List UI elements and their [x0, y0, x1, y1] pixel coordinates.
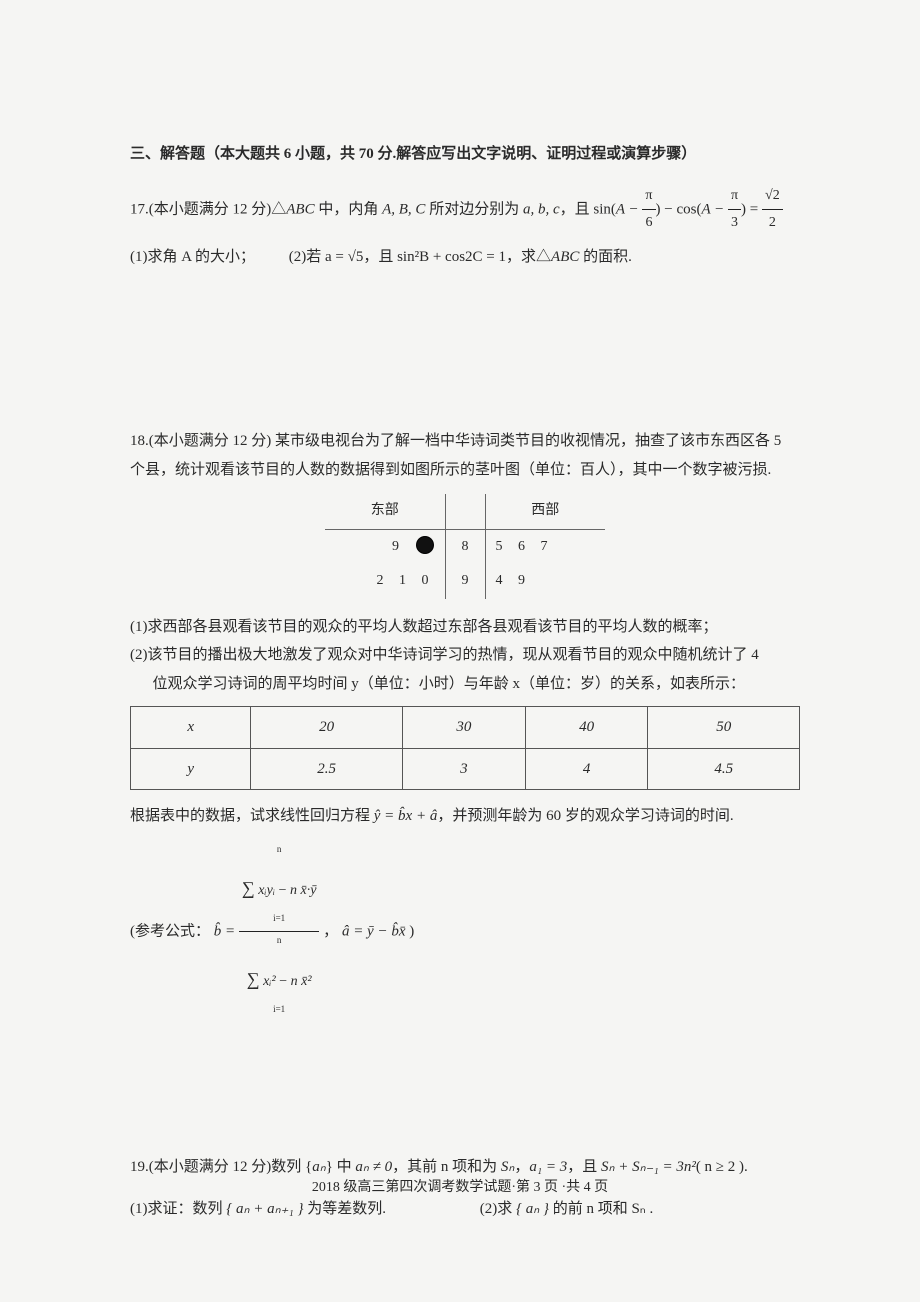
sl-r1-stem: 8 [445, 529, 485, 564]
bhat-frac: n ∑ xᵢyᵢ − n x̄·ȳ i=1 n ∑ xᵢ² − n x̄² i=… [239, 841, 320, 1023]
q18-head-2: 个县，统计观看该节目的人数的数据得到如图所示的茎叶图（单位：百人），其中一个数字… [130, 456, 800, 485]
q19-p1-set: { aₙ + aₙ₊₁ } [226, 1201, 303, 1217]
question-17: 17.(本小题满分 12 分)△ABC 中，内角 A, B, C 所对边分别为 … [130, 183, 800, 272]
x1: 20 [251, 707, 403, 749]
q17-cond-pre: ，且 sin( [560, 201, 616, 217]
y-label: y [131, 748, 251, 790]
formula-label: (参考公式： [130, 923, 210, 939]
sl-head-stem [445, 494, 485, 529]
q19-p2-pre: (2)求 [480, 1201, 516, 1217]
q19-m4: ，且 [567, 1159, 601, 1175]
bhat-label: b̂ = [214, 923, 239, 939]
pi3-num: π [728, 183, 741, 211]
after-table-pre: 根据表中的数据，试求线性回归方程 [130, 808, 374, 824]
section-header: 三、解答题（本大题共 6 小题，共 70 分.解答应写出文字说明、证明过程或演算… [130, 140, 800, 169]
pi6-den: 6 [642, 210, 655, 237]
q19-Sn: Sₙ [501, 1159, 514, 1175]
q19-recur: Sₙ + Sₙ₋₁ = 3n² [601, 1159, 696, 1175]
q17-angles: A, B, C [382, 201, 425, 217]
after-table-eq: ŷ = b̂x + â [374, 808, 438, 824]
bhat-den: n ∑ xᵢ² − n x̄² i=1 [239, 932, 320, 1022]
sl-r1-right: 5 6 7 [485, 529, 605, 564]
bhat-num: n ∑ xᵢyᵢ − n x̄·ȳ i=1 [239, 841, 320, 932]
y1: 2.5 [251, 748, 403, 790]
q17-sides: a, b, c [523, 201, 560, 217]
q19-m1: } 中 [326, 1159, 356, 1175]
q17-pi3: π3 [728, 183, 741, 237]
page-footer: 2018 级高三第四次调考数学试题·第 3 页 ·共 4 页 [0, 1175, 920, 1202]
q17-intro-3: 所对边分别为 [425, 201, 523, 217]
q19-m2: ，其前 n 项和为 [392, 1159, 501, 1175]
y4: 4.5 [648, 748, 800, 790]
q17-part2: (2)若 a = √5，且 sin²B + cos2C = 1，求△ABC 的面… [289, 243, 632, 272]
after-table-post: ，并预测年龄为 60 岁的观众学习诗词的时间. [437, 808, 733, 824]
xy-table: x 20 30 40 50 y 2.5 3 4 4.5 [130, 706, 800, 790]
sl-r2-right: 4 9 [485, 564, 605, 599]
q19-p2-post: 的前 n 项和 Sₙ . [549, 1201, 653, 1217]
q18-p1: (1)求西部各县观看该节目的观众的平均人数超过东部各县观看该节目的平均人数的概率… [130, 613, 800, 642]
x4: 50 [648, 707, 800, 749]
q19-p1-pre: (1)求证：数列 [130, 1201, 226, 1217]
formula-close: ) [409, 923, 414, 939]
q17-A1: A − [616, 201, 643, 217]
stem-leaf-plot: 东部 西部 9 8 5 6 7 2 1 0 9 4 9 [325, 494, 605, 599]
q19-p2-set: { aₙ } [516, 1201, 549, 1217]
q17-pi6: π6 [642, 183, 655, 237]
q19-m3: ， [514, 1159, 529, 1175]
q18-p2a: (2)该节目的播出极大地激发了观众对中华诗词学习的热情，现从观看节目的观众中随机… [130, 641, 800, 670]
sl-r1-left: 9 [325, 529, 445, 564]
q17-rhs: √22 [762, 183, 783, 237]
rhs-den: 2 [762, 210, 783, 237]
q17-part1: (1)求角 A 的大小； [130, 243, 255, 272]
pi6-num: π [642, 183, 655, 211]
q17-cond-mid: ) − cos( [656, 201, 702, 217]
q17-p2-a: √5 [348, 249, 364, 265]
ahat-eq: â = ȳ − b̂x̄ [342, 923, 406, 939]
pi3-den: 3 [728, 210, 741, 237]
y3: 4 [525, 748, 648, 790]
table-row: x 20 30 40 50 [131, 707, 800, 749]
y2: 3 [402, 748, 525, 790]
rhs-num: √2 [762, 183, 783, 211]
sum-idx2: i=1 [273, 1004, 285, 1014]
q19-p1-post: 为等差数列. [303, 1201, 386, 1217]
sl-head-left: 东部 [325, 494, 445, 529]
smudge-icon [417, 537, 433, 553]
q17-intro-2: 中，内角 [315, 201, 383, 217]
q19-m5: ( n ≥ 2 ). [696, 1159, 748, 1175]
q17-p2-tri: ABC [551, 249, 579, 265]
q18-p2b: 位观众学习诗词的周平均时间 y（单位：小时）与年龄 x（单位：岁）的关系，如表所… [130, 670, 800, 699]
q17-triangle: ABC [286, 201, 314, 217]
q17-cond-eq: ) = [741, 201, 762, 217]
x-label: x [131, 707, 251, 749]
q18-after-table: 根据表中的数据，试求线性回归方程 ŷ = b̂x + â，并预测年龄为 60 岁… [130, 802, 800, 831]
q19-a1: a₁ = 3 [529, 1159, 567, 1175]
sl-head-right: 西部 [485, 494, 605, 529]
q17-A2: A − [701, 201, 728, 217]
q19-cond0: aₙ ≠ 0 [355, 1159, 392, 1175]
q19-pre: 19.(本小题满分 12 分)数列 { [130, 1159, 312, 1175]
question-18: 18.(本小题满分 12 分) 某市级电视台为了解一档中华诗词类节目的收视情况，… [130, 427, 800, 1023]
x2: 30 [402, 707, 525, 749]
q17-p2-pre: (2)若 a = [289, 249, 348, 265]
sum-top2: n [277, 935, 282, 945]
x3: 40 [525, 707, 648, 749]
q18-head-1: 18.(本小题满分 12 分) 某市级电视台为了解一档中华诗词类节目的收视情况，… [130, 427, 800, 456]
sl-r2-left: 2 1 0 [325, 564, 445, 599]
q17-intro-1: 17.(本小题满分 12 分)△ [130, 201, 286, 217]
sl-r2-stem: 9 [445, 564, 485, 599]
table-row: y 2.5 3 4 4.5 [131, 748, 800, 790]
q17-p2-end: 的面积. [579, 249, 632, 265]
reference-formula: (参考公式： b̂ = n ∑ xᵢyᵢ − n x̄·ȳ i=1 n ∑ xᵢ… [130, 841, 800, 1023]
q19-an: aₙ [312, 1159, 325, 1175]
q17-p2-mid: ，且 sin²B + cos2C = 1，求△ [363, 249, 551, 265]
sl-r1-left-a: 9 [392, 539, 405, 554]
sum-idx1: i=1 [273, 913, 285, 923]
sum-top1: n [277, 844, 282, 854]
